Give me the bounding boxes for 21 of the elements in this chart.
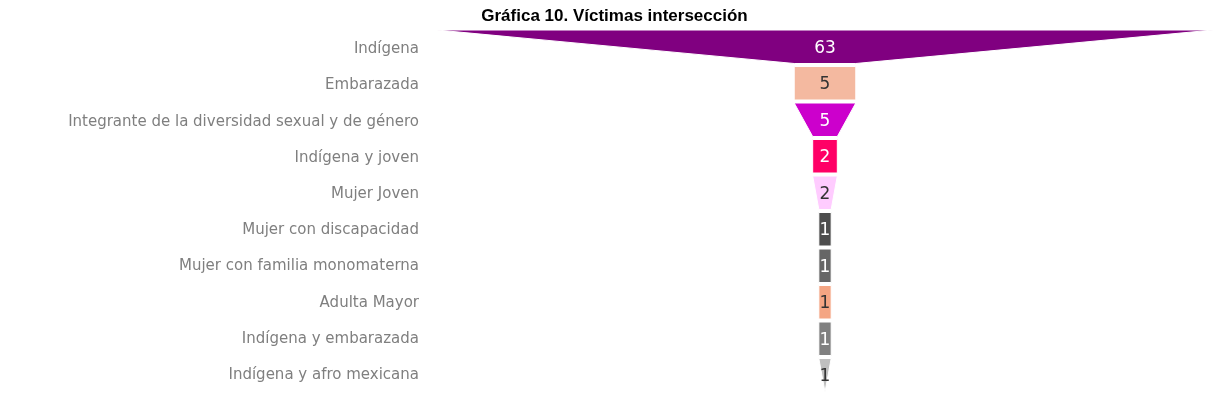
- category-label: Integrante de la diversidad sexual y de género: [68, 111, 419, 130]
- category-label: Mujer Joven: [331, 183, 419, 202]
- category-label: Indígena y joven: [294, 147, 419, 166]
- category-label: Embarazada: [325, 75, 419, 94]
- category-label: Mujer con discapacidad: [242, 220, 419, 239]
- category-label: Adulta Mayor: [319, 292, 420, 311]
- category-label: Mujer con familia monomaterna: [178, 256, 419, 275]
- data-label: 2: [819, 146, 831, 167]
- data-label: 1: [819, 328, 831, 349]
- category-label: Indígena y embarazada: [241, 328, 419, 347]
- category-label: Indígena: [353, 39, 419, 58]
- data-label: 5: [819, 109, 831, 130]
- data-label: 1: [819, 219, 831, 240]
- data-label: 1: [819, 365, 831, 386]
- data-label: 1: [819, 255, 831, 276]
- data-label: 2: [819, 182, 831, 203]
- data-label: 63: [814, 36, 836, 57]
- data-label: 5: [819, 73, 831, 94]
- category-label: Indígena y afro mexicana: [228, 364, 419, 383]
- data-label: 1: [819, 292, 831, 313]
- text: Gráfica 10. Víctimas intersección: [481, 6, 748, 25]
